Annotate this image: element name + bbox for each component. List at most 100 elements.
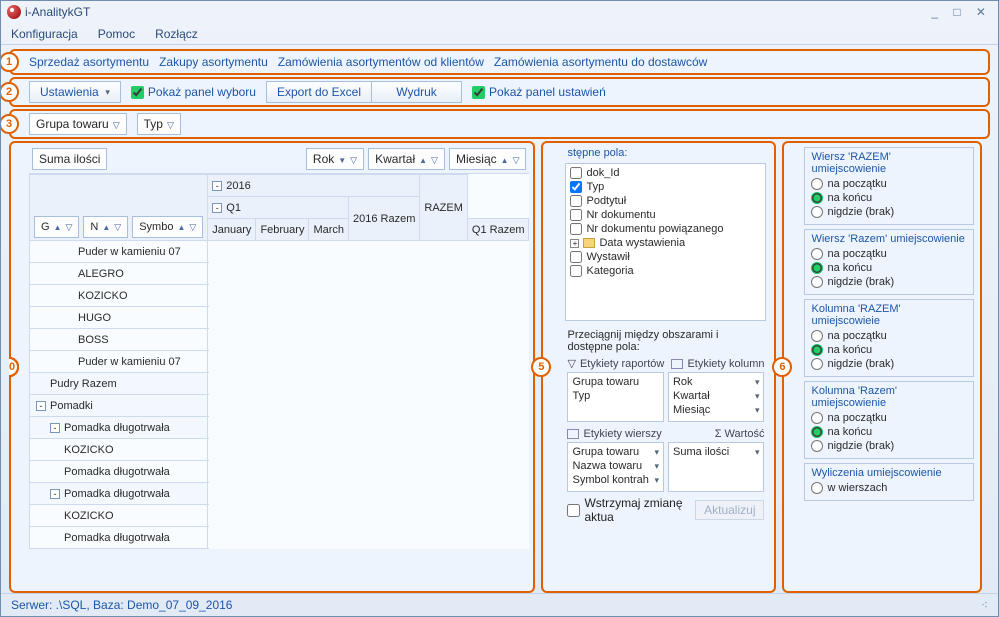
settings-radio[interactable]: na końcu bbox=[811, 191, 967, 205]
available-fields[interactable]: dok_IdTypPodtytułNr dokumentuNr dokument… bbox=[565, 163, 766, 321]
menu-config[interactable]: Konfiguracja bbox=[11, 27, 78, 41]
settings-radio[interactable]: nigdzie (brak) bbox=[811, 357, 967, 371]
pivot-panel: 4 Suma ilości Rok Kwartał Miesiąc bbox=[9, 141, 535, 593]
row-label[interactable]: -Pomadka długotrwała bbox=[30, 417, 208, 439]
settings-radio[interactable]: nigdzie (brak) bbox=[811, 205, 967, 219]
settings-group: Wiersz 'RAZEM' umiejscowienie na początku… bbox=[804, 147, 974, 225]
hint-badge-3: 3 bbox=[1, 114, 19, 134]
area-item[interactable]: Kwartał bbox=[673, 389, 760, 403]
measure-chip[interactable]: Suma ilości bbox=[32, 148, 107, 170]
tab-sales[interactable]: Sprzedaż asortymentu bbox=[29, 55, 149, 69]
settings-radio[interactable]: na końcu bbox=[811, 261, 967, 275]
toolbar-row: 2 Ustawienia ▾ Pokaż panel wyboru Export… bbox=[9, 77, 990, 107]
area-item[interactable]: Rok bbox=[673, 375, 760, 389]
area-item[interactable]: Typ bbox=[572, 389, 659, 403]
settings-radio[interactable]: nigdzie (brak) bbox=[811, 439, 967, 453]
field-item[interactable]: Kategoria bbox=[568, 264, 763, 278]
field-item[interactable]: Wystawił bbox=[568, 250, 763, 264]
tab-supplier-orders[interactable]: Zamówienia asortymentu do dostawców bbox=[494, 55, 707, 69]
row-label[interactable]: KOZICKO bbox=[30, 285, 208, 307]
expander-icon[interactable]: - bbox=[50, 489, 60, 499]
status-text: Serwer: .\SQL, Baza: Demo_07_09_2016 bbox=[11, 598, 232, 612]
colfield-quarter[interactable]: Kwartał bbox=[368, 148, 445, 170]
area-item[interactable]: Suma ilości bbox=[673, 445, 760, 459]
row-label[interactable]: KOZICKO bbox=[30, 505, 208, 527]
update-button: Aktualizuj bbox=[695, 500, 764, 520]
hint-badge-1: 1 bbox=[1, 52, 19, 72]
export-excel-button[interactable]: Export do Excel bbox=[266, 81, 372, 103]
rowfield-g[interactable]: G bbox=[34, 216, 79, 238]
row-label[interactable]: Puder w kamieniu 07 bbox=[30, 351, 208, 373]
settings-radio[interactable]: na początku bbox=[811, 411, 967, 425]
row-label[interactable]: Pomadka długotrwała bbox=[30, 527, 208, 549]
area-report-filters[interactable]: Grupa towaruTyp bbox=[567, 372, 664, 422]
area-item[interactable]: Grupa towaru bbox=[572, 445, 659, 459]
row-label[interactable]: Pudry Razem bbox=[30, 373, 208, 395]
settings-radio[interactable]: na końcu bbox=[811, 343, 967, 357]
defer-layout-check[interactable]: Wstrzymaj zmianę aktua bbox=[567, 496, 689, 524]
field-folder[interactable]: +Data wystawienia bbox=[568, 236, 763, 250]
area-item[interactable]: Symbol kontrah bbox=[572, 473, 659, 487]
settings-group-title: Kolumna 'Razem' umiejscowienie bbox=[811, 385, 967, 409]
settings-radio[interactable]: na początku bbox=[811, 247, 967, 261]
row-label[interactable]: KOZICKO bbox=[30, 439, 208, 461]
settings-radio[interactable]: nigdzie (brak) bbox=[811, 275, 967, 289]
expander-icon[interactable]: - bbox=[212, 181, 222, 191]
expander-icon[interactable]: - bbox=[50, 423, 60, 433]
settings-radio[interactable]: na początku bbox=[811, 177, 967, 191]
hint-badge-5: 5 bbox=[531, 357, 551, 377]
field-item[interactable]: dok_Id bbox=[568, 166, 763, 180]
app-logo-icon bbox=[7, 5, 21, 19]
row-label[interactable]: Pomadka długotrwała bbox=[30, 461, 208, 483]
settings-button[interactable]: Ustawienia ▾ bbox=[29, 81, 121, 103]
field-item[interactable]: Podtytuł bbox=[568, 194, 763, 208]
rowfield-n[interactable]: N bbox=[83, 216, 128, 238]
row-label[interactable]: HUGO bbox=[30, 307, 208, 329]
row-label[interactable]: -Pomadki bbox=[30, 395, 208, 417]
filter-icon bbox=[167, 117, 174, 131]
area-item[interactable]: Grupa towaru bbox=[572, 375, 659, 389]
expander-icon[interactable]: - bbox=[212, 203, 222, 213]
tab-purchases[interactable]: Zakupy asortymentu bbox=[159, 55, 268, 69]
row-label[interactable]: -Pomadka długotrwała bbox=[30, 483, 208, 505]
tab-customer-orders[interactable]: Zamówienia asortymentów od klientów bbox=[278, 55, 484, 69]
area-row-labels[interactable]: Grupa towaruNazwa towaruSymbol kontrah bbox=[567, 442, 664, 492]
menu-help[interactable]: Pomoc bbox=[98, 27, 135, 41]
show-settings-panel-check[interactable]: Pokaż panel ustawień bbox=[462, 85, 616, 99]
sort-icon bbox=[338, 152, 346, 166]
filters-row: 3 Grupa towaru Typ bbox=[9, 109, 990, 139]
row-label[interactable]: ALEGRO bbox=[30, 263, 208, 285]
settings-group-title: Wiersz 'RAZEM' umiejscowienie bbox=[811, 151, 967, 175]
menubar: Konfiguracja Pomoc Rozłącz bbox=[1, 23, 998, 45]
pivot-table: G N Symbo -2016 RAZEM -Q1 bbox=[29, 174, 529, 549]
resize-grip-icon[interactable]: ⁖ bbox=[981, 598, 988, 612]
colfield-year[interactable]: Rok bbox=[306, 148, 364, 170]
settings-radio[interactable]: na początku bbox=[811, 329, 967, 343]
pivot-grid[interactable]: G N Symbo -2016 RAZEM -Q1 bbox=[29, 173, 529, 589]
row-label[interactable]: Puder w kamieniu 07 bbox=[30, 241, 208, 263]
colfield-month[interactable]: Miesiąc bbox=[449, 148, 527, 170]
menu-disconnect[interactable]: Rozłącz bbox=[155, 27, 198, 41]
area-column-labels[interactable]: RokKwartałMiesiąc bbox=[668, 372, 765, 422]
filter-group[interactable]: Grupa towaru bbox=[29, 113, 127, 135]
area-values[interactable]: Suma ilości bbox=[668, 442, 765, 492]
field-item[interactable]: Typ bbox=[568, 180, 763, 194]
hint-badge-6: 6 bbox=[772, 357, 792, 377]
print-button[interactable]: Wydruk bbox=[372, 81, 462, 103]
show-selection-panel-check[interactable]: Pokaż panel wyboru bbox=[121, 85, 266, 99]
settings-radio[interactable]: na końcu bbox=[811, 425, 967, 439]
row-label[interactable]: BOSS bbox=[30, 329, 208, 351]
expander-icon[interactable]: - bbox=[36, 401, 46, 411]
area-item[interactable]: Nazwa towaru bbox=[572, 459, 659, 473]
window-controls[interactable]: _ □ ✕ bbox=[931, 5, 992, 19]
rowfield-symbol[interactable]: Symbo bbox=[132, 216, 203, 238]
field-item[interactable]: Nr dokumentu powiązanego bbox=[568, 222, 763, 236]
filter-type[interactable]: Typ bbox=[137, 113, 181, 135]
titlebar: i-AnalitykGT _ □ ✕ bbox=[1, 1, 998, 23]
area-item[interactable]: Miesiąc bbox=[673, 403, 760, 417]
settings-radio[interactable]: w wierszach bbox=[811, 481, 967, 495]
filter-icon bbox=[513, 152, 520, 166]
filter-icon bbox=[350, 152, 357, 166]
tabs-row: 1 Sprzedaż asortymentu Zakupy asortyment… bbox=[9, 49, 990, 75]
field-item[interactable]: Nr dokumentu bbox=[568, 208, 763, 222]
